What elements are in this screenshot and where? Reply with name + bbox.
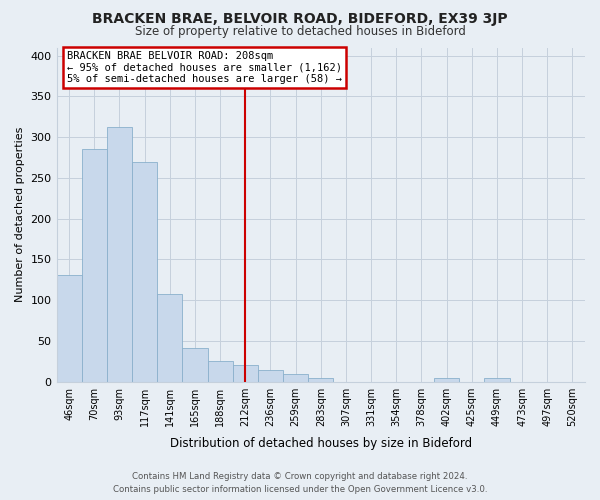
X-axis label: Distribution of detached houses by size in Bideford: Distribution of detached houses by size …: [170, 437, 472, 450]
Text: BRACKEN BRAE, BELVOIR ROAD, BIDEFORD, EX39 3JP: BRACKEN BRAE, BELVOIR ROAD, BIDEFORD, EX…: [92, 12, 508, 26]
Bar: [132, 162, 157, 382]
Bar: [283, 374, 308, 382]
Y-axis label: Number of detached properties: Number of detached properties: [15, 127, 25, 302]
Bar: [107, 126, 132, 382]
Bar: [56, 275, 82, 382]
Bar: [484, 378, 509, 382]
Text: Contains HM Land Registry data © Crown copyright and database right 2024.
Contai: Contains HM Land Registry data © Crown c…: [113, 472, 487, 494]
Text: Size of property relative to detached houses in Bideford: Size of property relative to detached ho…: [134, 25, 466, 38]
Bar: [182, 348, 208, 382]
Bar: [258, 370, 283, 382]
Bar: [308, 378, 334, 382]
Bar: [434, 378, 459, 382]
Bar: [233, 366, 258, 382]
Bar: [208, 362, 233, 382]
Bar: [157, 294, 182, 382]
Bar: [82, 148, 107, 382]
Text: BRACKEN BRAE BELVOIR ROAD: 208sqm
← 95% of detached houses are smaller (1,162)
5: BRACKEN BRAE BELVOIR ROAD: 208sqm ← 95% …: [67, 51, 342, 84]
